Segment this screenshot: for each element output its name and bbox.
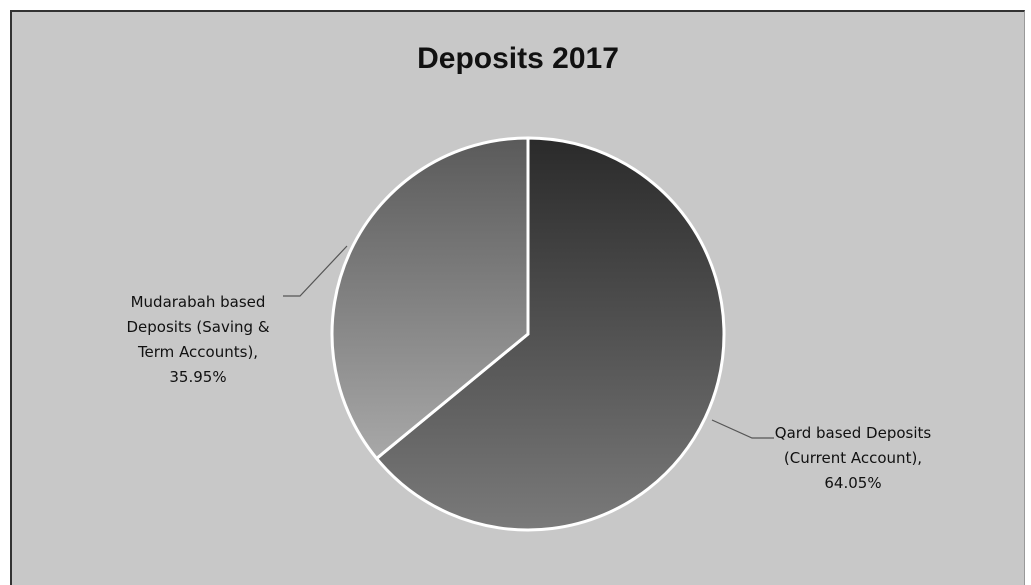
pie-slice-1: [330, 136, 530, 461]
chart-title: Deposits 2017: [417, 42, 619, 75]
leader-line-0: [711, 419, 774, 439]
slice-label-0: Qard based Deposits (Current Account), 64.…: [775, 424, 932, 492]
leader-line-1: [283, 245, 348, 297]
slice-label-1: Mudarabah based Deposits (Saving & Term Ac…: [126, 293, 269, 386]
pie-slice-0: [374, 136, 726, 532]
